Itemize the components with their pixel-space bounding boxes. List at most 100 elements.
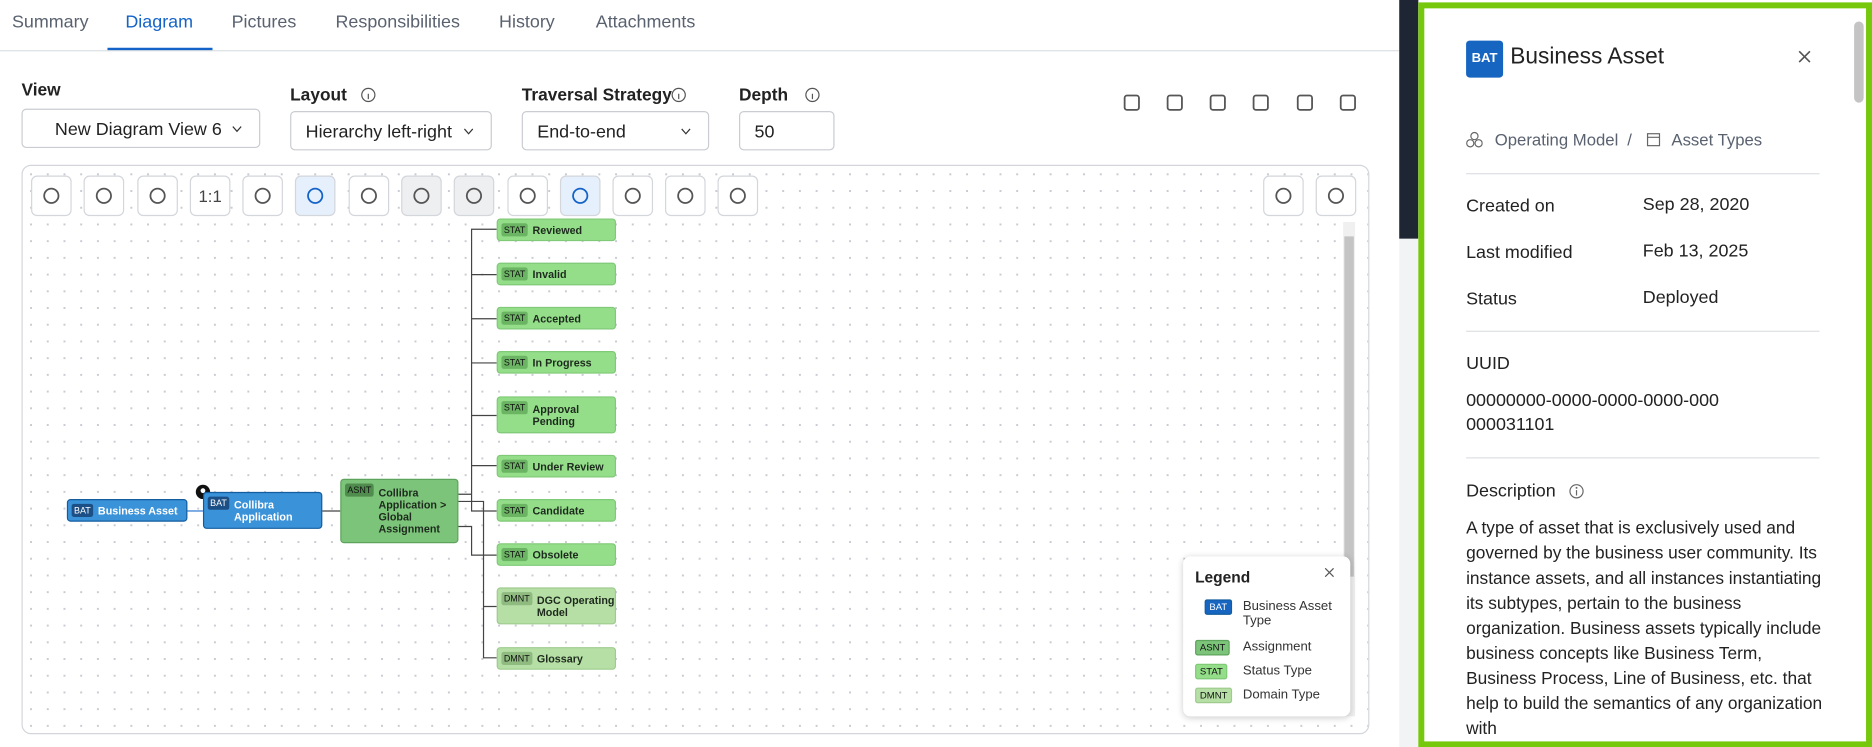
tab[interactable]: Summary: [11, 11, 89, 33]
action-button[interactable]: [1122, 93, 1141, 112]
backdrop: [1399, 238, 1419, 747]
field-label: Last modified: [1466, 242, 1573, 263]
scrollbar-thumb[interactable]: [1344, 236, 1354, 577]
info-icon[interactable]: [361, 87, 377, 103]
toolbar-button[interactable]: [294, 175, 336, 217]
toolbar-icon: [307, 187, 324, 204]
description-label: Description: [1466, 481, 1556, 502]
description: A type of asset that is exclusively used…: [1466, 519, 1823, 740]
toolbar-button[interactable]: [242, 175, 283, 217]
chevron: [232, 126, 242, 133]
diagram-node[interactable]: BAT Business Asset: [66, 499, 188, 522]
toolbar-button[interactable]: [664, 175, 706, 217]
scrollbar-track: [1343, 222, 1356, 717]
toolbar-button[interactable]: [1315, 175, 1357, 217]
action-button[interactable]: [1295, 93, 1314, 112]
dropdown[interactable]: 50: [739, 111, 835, 151]
toolbar-button[interactable]: [137, 175, 178, 217]
dropdown[interactable]: End-to-end: [521, 111, 710, 151]
info-icon[interactable]: [671, 87, 687, 103]
action-button[interactable]: [1338, 93, 1357, 112]
action-button[interactable]: [1208, 93, 1227, 112]
dropdown[interactable]: New Diagram View 6: [21, 108, 261, 149]
diagram-node[interactable]: DMNT Glossary: [496, 647, 617, 670]
toolbar-icon: [624, 187, 641, 204]
node-label: Candidate: [532, 504, 585, 517]
node-label: Under Review: [532, 460, 604, 473]
tab[interactable]: History: [499, 11, 555, 33]
info-icon[interactable]: [805, 87, 821, 103]
toolbar-button[interactable]: [559, 175, 601, 217]
side-panel: [1418, 2, 1872, 747]
legend: Legend BAT Business Asset Type ASNT Assignm…: [1183, 556, 1351, 717]
node-type-tag: STAT: [501, 459, 528, 473]
diagram-node[interactable]: STAT Approval Pending: [496, 396, 617, 434]
diagram-node[interactable]: ASNT Collibra Application > Global Assign…: [340, 478, 459, 544]
panel-close[interactable]: [1798, 50, 1811, 63]
info-icon[interactable]: [1569, 484, 1585, 500]
diagram-node[interactable]: STAT Under Review: [496, 454, 617, 478]
node-type-tag: DMNT: [501, 592, 533, 606]
tab[interactable]: Pictures: [231, 11, 297, 33]
diagram-node[interactable]: STAT Invalid: [496, 262, 617, 286]
divider: [1466, 457, 1820, 459]
diagram-node[interactable]: STAT Reviewed: [496, 218, 617, 242]
node-type-tag: STAT: [501, 355, 528, 369]
node-type-tag: STAT: [501, 503, 528, 517]
toolbar-button[interactable]: [612, 175, 654, 217]
node-label: Approval Pending: [532, 402, 580, 427]
toolbar-button[interactable]: [401, 175, 442, 217]
breadcrumb-icon: [1466, 131, 1483, 148]
legend-label: Status Type: [1242, 663, 1312, 679]
node-label: Collibra Application > Global Assignment: [378, 487, 447, 535]
legend-tag: DMNT: [1195, 687, 1233, 704]
toolbar-icon: [413, 187, 430, 204]
diagram-node[interactable]: STAT Obsolete: [496, 543, 617, 566]
dropdown[interactable]: Hierarchy left-right: [290, 111, 492, 151]
diagram-node[interactable]: BAT Collibra Application: [202, 491, 323, 529]
legend-close[interactable]: [1324, 567, 1335, 578]
toolbar-button[interactable]: [507, 175, 548, 217]
breadcrumb-icon: [1646, 133, 1661, 147]
legend-title: Legend: [1195, 568, 1251, 587]
breadcrumb-link[interactable]: Asset Types: [1671, 130, 1763, 150]
toolbar-icon: [360, 187, 377, 204]
toolbar-button[interactable]: [1263, 175, 1304, 217]
toolbar-button[interactable]: [31, 175, 72, 217]
control-label: Traversal Strategy: [521, 85, 672, 106]
toolbar-button[interactable]: [453, 175, 495, 217]
toolbar-icon: [729, 187, 746, 204]
legend-label: Domain Type: [1242, 687, 1320, 703]
panel-scrollbar[interactable]: [1854, 21, 1864, 103]
legend-tag: BAT: [1204, 599, 1233, 615]
control-label: View: [21, 81, 61, 101]
node-label: Collibra Application: [234, 498, 293, 523]
toolbar-button[interactable]: 1:1: [189, 175, 231, 217]
panel-title: Business Asset: [1510, 44, 1665, 70]
toolbar-button[interactable]: [83, 175, 125, 217]
toolbar-icon: [95, 187, 112, 204]
node-type-tag: STAT: [501, 267, 528, 281]
divider: [1466, 173, 1820, 175]
tab[interactable]: Attachments: [595, 11, 696, 33]
node-label: In Progress: [532, 356, 592, 369]
breadcrumb-link[interactable]: Operating Model: [1494, 130, 1619, 150]
toolbar-icon: [519, 187, 536, 204]
toolbar-button[interactable]: [348, 175, 390, 217]
diagram-node[interactable]: STAT Candidate: [496, 499, 617, 522]
diagram-node[interactable]: STAT Accepted: [496, 306, 617, 330]
tab[interactable]: Responsibilities: [335, 11, 460, 33]
toolbar-button[interactable]: [717, 175, 759, 217]
legend-tag: STAT: [1195, 663, 1228, 680]
backdrop: [1399, 0, 1419, 239]
diagram-node[interactable]: DMNT DGC Operating Model: [496, 587, 617, 625]
diagram-node[interactable]: STAT In Progress: [496, 351, 617, 374]
action-button[interactable]: [1165, 93, 1184, 112]
node-label: DGC Operating Model: [536, 593, 615, 618]
toolbar-icon: [149, 187, 166, 204]
action-button[interactable]: [1251, 93, 1270, 112]
node-label: Business Asset: [97, 504, 178, 517]
active-tab-indicator: [107, 47, 213, 51]
node-type-tag: STAT: [501, 223, 528, 237]
tab[interactable]: Diagram: [125, 11, 194, 33]
